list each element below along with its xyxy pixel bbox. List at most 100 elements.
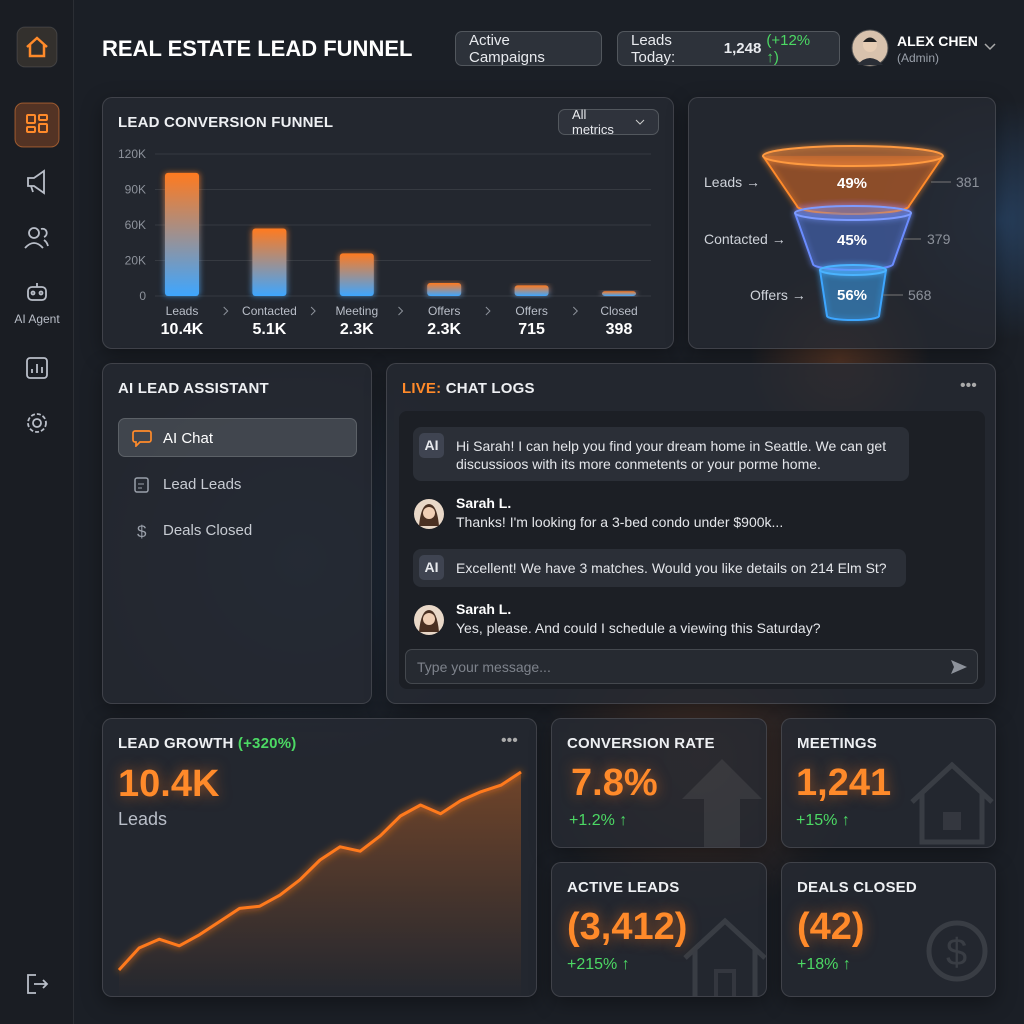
send-button[interactable]: [950, 658, 968, 676]
kpi-title: MEETINGS: [797, 735, 877, 752]
bg-icon: [910, 761, 994, 845]
stage-label: Offers →: [750, 287, 806, 303]
panel-title: LEAD CONVERSION FUNNEL: [118, 114, 334, 131]
separator-chevron: [223, 306, 229, 316]
kpi-title: ACTIVE LEADS: [567, 879, 680, 896]
kpi-change: +1.2% ↑: [569, 812, 628, 829]
separator-chevron: [572, 306, 579, 316]
stage-name: Offers: [750, 287, 788, 303]
x-tick-label: Meeting: [335, 304, 378, 318]
menu-label: AI Chat: [163, 430, 214, 447]
x-tick-label: Leads: [166, 304, 199, 318]
more-menu[interactable]: •••: [960, 377, 977, 394]
message-text: Thanks! I'm looking for a 3-bed condo un…: [456, 514, 784, 530]
y-tick-label: 90K: [125, 183, 146, 197]
ai-bubble: [413, 427, 909, 481]
menu-item-active[interactable]: AI Chat: [118, 418, 357, 457]
placeholder: Type your message...: [417, 659, 551, 675]
assistant-panel: AI LEAD ASSISTANT AI Chat Lead Leads $ D…: [102, 363, 372, 704]
kpi-card: ACTIVE LEADS (3,412) +215% ↑: [551, 862, 767, 997]
x-tick-label: Offers: [428, 304, 460, 318]
stage-rate: 56%: [837, 287, 868, 304]
funnel-graphic: [762, 145, 951, 321]
svg-text:$: $: [946, 932, 967, 974]
label: Leads Today:: [631, 31, 676, 66]
message-input[interactable]: Type your message...: [405, 649, 978, 684]
value: 1,248: [723, 40, 762, 57]
campaigns-button[interactable]: Active Campaigns: [455, 31, 602, 66]
user-menu-caret[interactable]: [984, 42, 996, 52]
category-total: 2.3K: [427, 321, 461, 338]
line-chart: [117, 770, 522, 996]
bar: [339, 253, 374, 296]
title-text: CHAT LOGS: [445, 380, 535, 397]
avatar: [851, 29, 889, 67]
user-name: ALEX CHEN: [897, 33, 978, 49]
kpi-change: +18% ↑: [797, 956, 851, 973]
chat-icon: [132, 430, 152, 447]
change: (+12% ↑): [766, 31, 811, 66]
stage-count: 381: [956, 174, 980, 190]
sidebar: AI Agent: [0, 0, 74, 1024]
stage-name: Leads: [704, 174, 743, 190]
kpi-value: (42): [797, 906, 865, 948]
caret: [635, 119, 645, 125]
separator-chevron: [398, 306, 404, 316]
title-text: LEAD GROWTH: [118, 735, 234, 752]
kpi-change: +215% ↑: [567, 956, 630, 973]
filter-dropdown[interactable]: All metrics: [558, 107, 659, 137]
bg-icon: [683, 917, 766, 996]
ai-bubble: [413, 549, 906, 587]
x-tick-label: Offers: [515, 304, 547, 318]
category-total: 5.1K: [253, 321, 287, 338]
menu-label[interactable]: Lead Leads: [163, 476, 242, 493]
ai-avatar: AI: [419, 433, 444, 458]
kpi-title: CONVERSION RATE: [567, 735, 715, 752]
message-text: Yes, please. And could I schedule a view…: [456, 620, 821, 636]
leads-icon: [134, 477, 149, 493]
title-note: (+320%): [237, 735, 297, 752]
stage-count: 379: [927, 231, 951, 247]
live-tag: LIVE:: [402, 380, 442, 397]
user-avatar: [414, 499, 444, 529]
stage-label: Contacted →: [704, 231, 786, 247]
headline-value: 10.4K: [118, 763, 220, 805]
y-tick-label: 0: [139, 289, 146, 303]
stage-rate: 49%: [837, 175, 868, 192]
bar: [165, 172, 199, 296]
chat-panel: LIVE: CHAT LOGS ••• AI Hi Sarah! I can h…: [386, 363, 996, 704]
panel-title: LEAD GROWTH (+320%): [118, 736, 296, 751]
area: [119, 772, 521, 996]
y-tick-label: 120K: [118, 147, 146, 161]
deals-icon: $: [137, 522, 147, 541]
sender-name: Sarah L.: [456, 495, 512, 511]
more-menu[interactable]: •••: [501, 732, 518, 749]
bg-icon: $: [926, 920, 988, 982]
bg-icon: [682, 759, 762, 847]
kpi-value: 1,241: [796, 762, 892, 804]
headline-label: Leads: [118, 809, 168, 829]
kpi-value: 7.8%: [571, 762, 658, 804]
sender-name: Sarah L.: [456, 601, 512, 617]
x-tick-label: Contacted: [242, 304, 297, 318]
message-text: Excellent! We have 3 matches. Would you …: [456, 560, 887, 576]
stage-name: Contacted: [704, 231, 768, 247]
funnel-panel: Leads → 49% 381 Contacted → 45% 379 Offe…: [688, 97, 996, 349]
kpi-card: $ DEALS CLOSED (42) +18% ↑: [781, 862, 996, 997]
panel-title: LIVE: CHAT LOGS: [402, 381, 535, 396]
user-avatar: [414, 605, 444, 635]
bar: [514, 285, 549, 296]
filter-label: All metrics: [572, 107, 614, 137]
stage-rate: 45%: [837, 232, 868, 249]
y-tick-label: 20K: [125, 254, 146, 268]
panel-title: AI LEAD ASSISTANT: [118, 380, 269, 397]
y-tick-label: 60K: [125, 218, 146, 232]
button-label: Active Campaigns: [469, 31, 545, 66]
svg-text:$: $: [137, 522, 147, 541]
bar: [602, 291, 636, 296]
menu-label[interactable]: Deals Closed: [163, 522, 253, 539]
x-tick-label: Closed: [600, 304, 637, 318]
lead-growth-panel: LEAD GROWTH (+320%) ••• 10.4K Leads: [102, 718, 537, 997]
bar: [427, 282, 462, 296]
